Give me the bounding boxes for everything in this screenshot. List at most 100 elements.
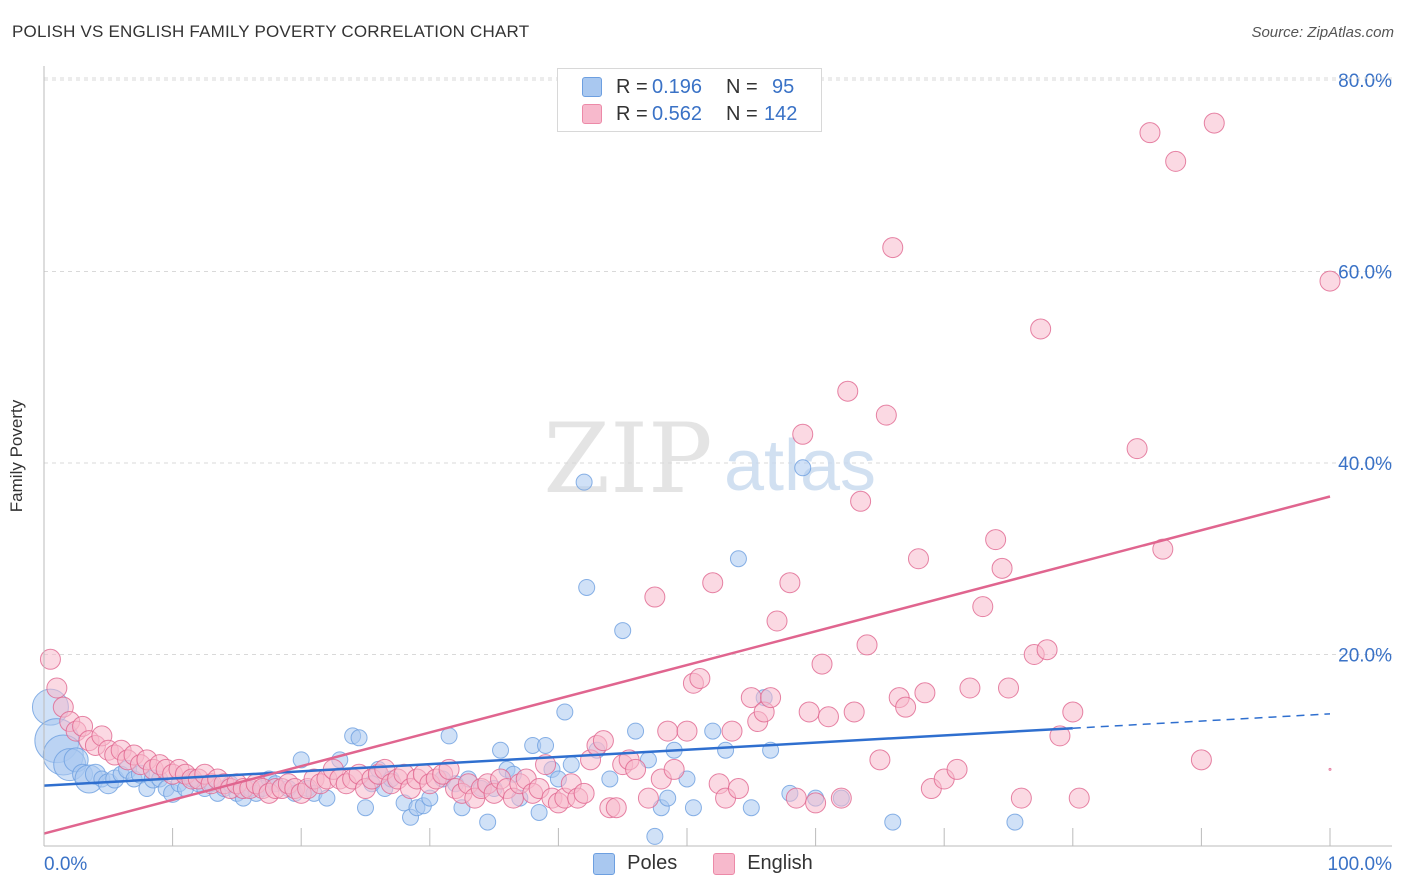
x-tick-label: 100.0% — [1328, 854, 1393, 875]
data-point — [794, 459, 812, 477]
r-value: 0.196 — [652, 75, 703, 98]
source-label: Source: ZipAtlas.com — [1251, 24, 1394, 41]
data-point — [39, 648, 61, 670]
data-point — [657, 720, 679, 742]
data-point — [895, 696, 917, 718]
data-point — [601, 770, 619, 788]
data-point — [785, 787, 807, 809]
data-point — [530, 803, 548, 821]
n-label: N = — [726, 102, 758, 125]
y-tick-label: 60.0% — [1338, 263, 1392, 284]
data-point — [805, 792, 827, 814]
y-tick-label: 80.0% — [1338, 71, 1392, 92]
watermark: ZIP atlas — [543, 403, 876, 515]
data-point — [1190, 749, 1212, 771]
data-point — [875, 404, 897, 426]
data-point — [492, 741, 510, 759]
data-point — [1062, 701, 1084, 723]
data-point — [578, 578, 596, 596]
data-point — [817, 706, 839, 728]
data-point — [959, 677, 981, 699]
data-point — [625, 758, 647, 780]
data-point — [440, 727, 458, 745]
data-point — [1139, 122, 1161, 144]
data-point — [742, 799, 760, 817]
data-point — [535, 754, 557, 776]
correlation-legend: R = 0.196 N = 95 R = 0.562 N = 142 — [557, 68, 822, 132]
data-point — [1006, 813, 1024, 831]
data-point — [637, 787, 659, 809]
grid-layer: 20.0% 40.0% 60.0% 80.0% — [44, 71, 1392, 667]
data-point — [1068, 787, 1090, 809]
data-point — [1030, 318, 1052, 340]
data-point — [946, 758, 968, 780]
data-point — [1049, 725, 1071, 747]
data-point — [779, 572, 801, 594]
data-point — [704, 722, 722, 740]
data-point — [717, 741, 735, 759]
data-point — [1010, 787, 1032, 809]
legend-item-poles[interactable]: Poles — [593, 852, 677, 875]
legend-row-english: R = 0.562 N = 142 — [582, 101, 797, 127]
data-point — [914, 682, 936, 704]
data-point — [605, 797, 627, 819]
data-point — [766, 610, 788, 632]
data-point — [350, 729, 368, 747]
r-value: 0.562 — [652, 102, 703, 125]
data-point — [627, 722, 645, 740]
data-point — [46, 677, 68, 699]
data-point — [357, 799, 374, 817]
r-label: R = — [616, 102, 648, 125]
data-point — [907, 548, 929, 570]
data-point — [798, 701, 820, 723]
data-point — [760, 687, 782, 709]
axes-layer: 0.0% 100.0% — [43, 66, 1393, 875]
n-label: N = — [726, 75, 758, 98]
data-point — [479, 813, 497, 831]
trend-lines — [43, 495, 1331, 835]
data-point — [727, 778, 749, 800]
data-point — [1328, 767, 1332, 771]
poles-trend-extension — [1072, 713, 1331, 729]
r-label: R = — [616, 75, 648, 98]
data-point — [676, 720, 698, 742]
data-point — [644, 586, 666, 608]
poles-swatch — [593, 852, 616, 875]
data-point — [592, 730, 614, 752]
data-point — [575, 473, 593, 491]
data-point — [972, 596, 994, 618]
data-point — [792, 423, 814, 445]
data-point — [573, 782, 595, 804]
data-point — [1203, 112, 1225, 134]
watermark-zip: ZIP — [543, 403, 712, 515]
legend-label-english: English — [747, 852, 813, 874]
series-legend: Poles English — [0, 852, 1406, 875]
y-tick-label: 40.0% — [1338, 454, 1392, 475]
data-point — [985, 529, 1007, 551]
data-point — [998, 677, 1019, 699]
data-point — [882, 237, 904, 259]
data-point — [614, 622, 632, 640]
legend-item-english[interactable]: English — [713, 852, 813, 875]
data-point — [537, 736, 555, 754]
data-point — [856, 634, 878, 656]
n-value: 95 — [772, 75, 795, 98]
legend-row-poles: R = 0.196 N = 95 — [582, 74, 794, 100]
y-tick-label: 20.0% — [1338, 646, 1392, 667]
legend-label-poles: Poles — [627, 852, 678, 874]
data-point — [663, 758, 685, 780]
english-swatch — [582, 104, 602, 124]
data-point — [689, 667, 711, 689]
data-point — [1036, 639, 1058, 661]
n-value: 142 — [764, 102, 798, 125]
data-point — [702, 572, 724, 594]
data-point — [869, 749, 891, 771]
poles-swatch — [582, 77, 602, 97]
data-point — [646, 827, 664, 845]
english-points — [39, 112, 1341, 819]
data-point — [729, 550, 747, 568]
data-point — [1319, 270, 1341, 292]
data-point — [811, 653, 833, 675]
data-point — [830, 787, 852, 809]
